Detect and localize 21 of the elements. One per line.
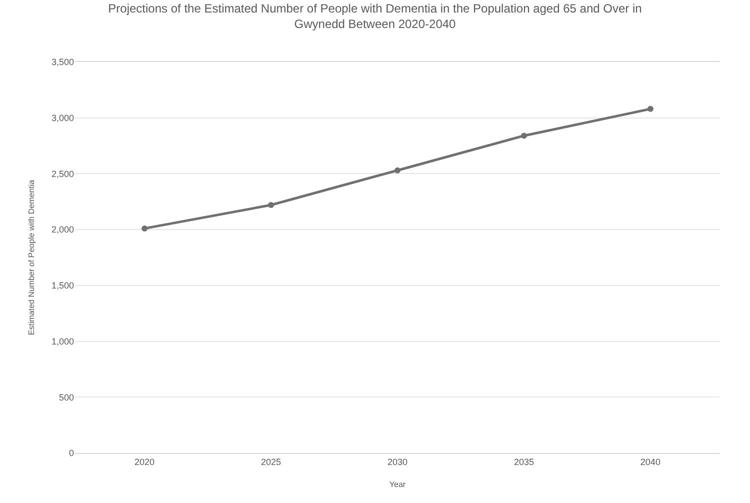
y-tick-label: 1,000	[51, 336, 74, 346]
chart-title: Projections of the Estimated Number of People with Dementia in the Population aged 65 and Over in Gwynedd Between 2020-2040	[108, 2, 642, 32]
point	[647, 106, 654, 112]
y-tick-label: 2,500	[51, 168, 74, 179]
x-tick-label: 2025	[261, 456, 282, 467]
point	[268, 202, 274, 208]
point	[394, 167, 400, 174]
y-tick-label: 2,000	[51, 224, 74, 235]
x-tick-label: 2030	[387, 456, 408, 467]
y-tick-label: 1,500	[51, 280, 74, 291]
x-tick-label: 2020	[134, 456, 155, 467]
y-tick-label: 0	[68, 448, 74, 458]
y-axis-title: Estimated Number of People with Dementia	[27, 179, 36, 336]
x-tick-label: 2040	[640, 456, 660, 467]
x-axis-title: Year	[389, 480, 406, 489]
x-tick-label: 2035	[514, 456, 534, 467]
point	[142, 225, 148, 232]
y-tick-label: 3,000	[51, 113, 74, 124]
point	[520, 132, 527, 139]
y-tick-label: 3,500	[51, 57, 74, 68]
y-tick-label: 500	[58, 392, 74, 402]
